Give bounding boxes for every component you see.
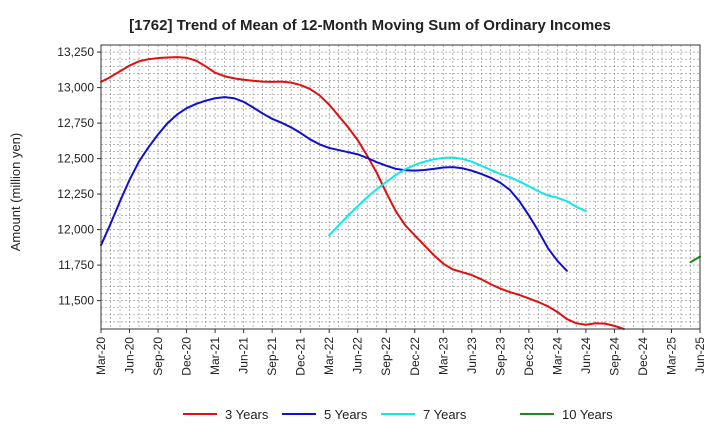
y-axis: 11,500 11,750 12,000 12,250 12,500 12,750 13,0… <box>57 45 101 308</box>
series-line-7-years <box>328 156 587 237</box>
x-tick-label: Sep-21 <box>265 337 279 376</box>
y-tick-label: 12,500 <box>57 152 94 166</box>
series-line-10-years <box>689 255 701 264</box>
x-tick-label: Mar-23 <box>436 337 450 375</box>
series-line-3-years <box>100 56 625 330</box>
legend-label: 3 Years <box>225 407 269 422</box>
y-tick-label: 13,000 <box>57 81 94 95</box>
legend-label: 7 Years <box>423 407 467 422</box>
legend-label: 5 Years <box>324 407 368 422</box>
y-tick-label: 13,250 <box>57 45 94 59</box>
x-tick-label: Sep-20 <box>151 337 165 376</box>
y-axis-label: Amount (million yen) <box>8 133 23 252</box>
series-layer <box>100 56 701 330</box>
x-tick-label: Mar-25 <box>664 337 678 375</box>
x-tick-label: Jun-23 <box>465 337 479 374</box>
x-tick-label: Jun-24 <box>579 337 593 374</box>
grid <box>101 45 700 329</box>
legend-label: 10 Years <box>562 407 613 422</box>
y-tick-label: 12,250 <box>57 187 94 201</box>
x-tick-label: Jun-21 <box>237 337 251 374</box>
x-tick-label: Dec-21 <box>294 337 308 376</box>
x-tick-label: Mar-20 <box>94 337 108 375</box>
x-tick-label: Mar-24 <box>550 337 564 375</box>
legend: 3 Years 5 Years 7 Years 10 Years <box>183 407 613 422</box>
x-tick-label: Sep-24 <box>607 337 621 376</box>
chart-title: [1762] Trend of Mean of 12-Month Moving … <box>129 17 611 34</box>
x-tick-label: Dec-23 <box>522 337 536 376</box>
x-tick-label: Sep-22 <box>379 337 393 376</box>
x-tick-label: Jun-25 <box>693 337 707 374</box>
x-tick-label: Jun-20 <box>123 337 137 374</box>
y-tick-label: 11,500 <box>58 294 94 308</box>
x-tick-label: Dec-24 <box>636 337 650 376</box>
y-tick-label: 12,750 <box>57 116 94 130</box>
y-tick-label: 11,750 <box>58 258 94 272</box>
y-tick-label: 12,000 <box>57 223 94 237</box>
x-axis: Mar-20 Jun-20 Sep-20 Dec-20 Mar-21 Jun-21 Sep-… <box>94 329 707 376</box>
x-tick-label: Dec-20 <box>180 337 194 376</box>
x-tick-label: Mar-21 <box>208 337 222 375</box>
series-line-5-years <box>100 96 568 272</box>
plot-frame <box>100 44 701 330</box>
x-tick-label: Jun-22 <box>351 337 365 374</box>
x-tick-label: Mar-22 <box>322 337 336 375</box>
x-tick-label: Dec-22 <box>408 337 422 376</box>
x-tick-label: Sep-23 <box>493 337 507 376</box>
